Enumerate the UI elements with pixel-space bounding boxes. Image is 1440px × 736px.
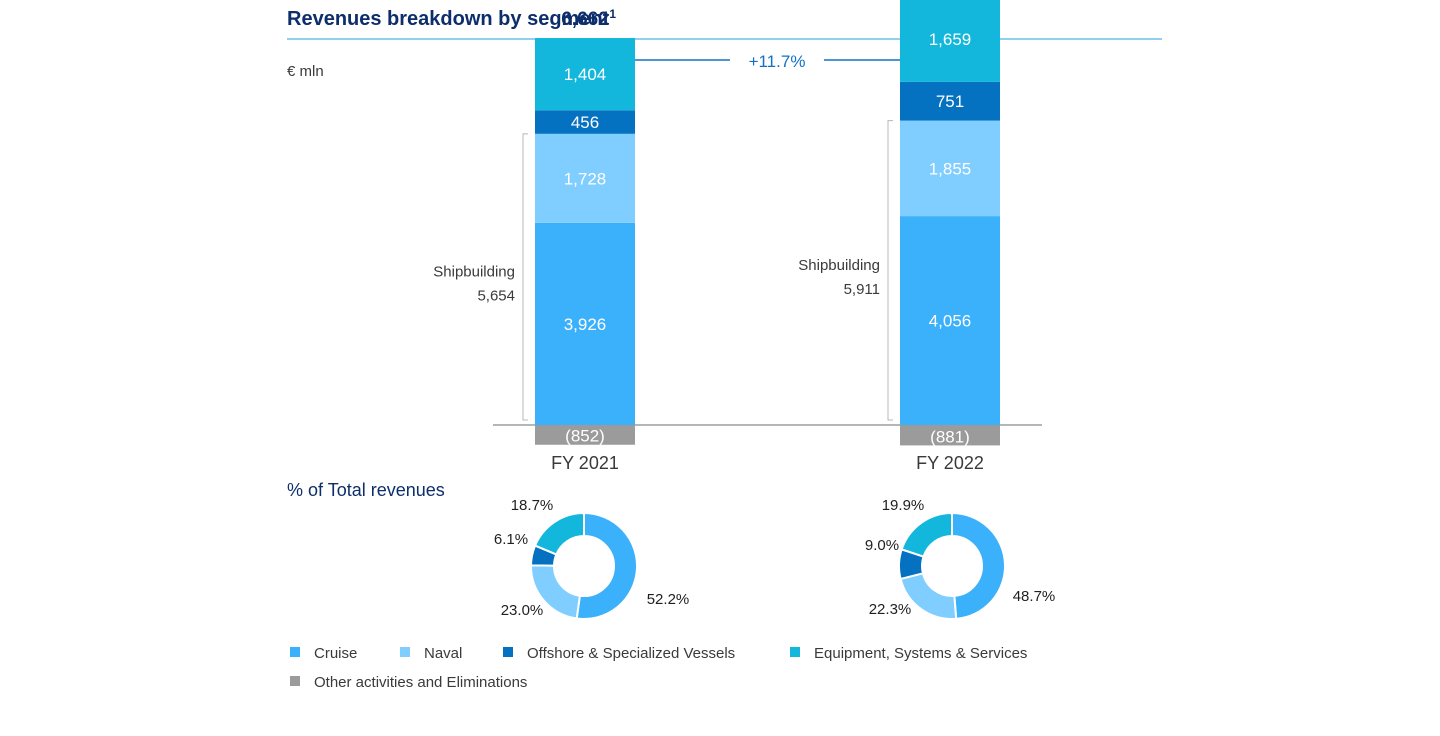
shipbuilding-value: 5,911 [844, 281, 880, 298]
shipbuilding-bracket [887, 120, 893, 421]
bar-value-label: 1,728 [564, 169, 607, 188]
legend: Cruise Naval Offshore & Specialized Vessel… [290, 645, 1027, 691]
donut-pct-label: 48.7% [1013, 588, 1056, 605]
bar-segment-offshore [900, 81, 1000, 121]
bar-value-label: 3,926 [564, 315, 607, 334]
bar-segment-naval [900, 120, 1000, 217]
donut-pct-label: 6.1% [494, 531, 528, 548]
bar-value-label: 751 [936, 92, 964, 111]
chart-title: Revenues breakdown by segment1 [287, 7, 616, 30]
legend-swatch-equipment [790, 647, 800, 657]
shipbuilding-label: Shipbuilding [433, 263, 515, 280]
bar-value-label: 1,659 [929, 30, 972, 49]
bar-segment-equipment [535, 38, 635, 111]
legend-label-naval: Naval [424, 645, 462, 662]
bar-segment-other [900, 425, 1000, 446]
bar-segment-other [535, 425, 635, 445]
donut-pct-label: 52.2% [647, 591, 690, 608]
donut-pct-label: 18.7% [511, 497, 554, 514]
bar-value-label: 1,855 [929, 159, 972, 178]
donut-slice-equipment [900, 511, 953, 558]
donut-slice-cruise [575, 511, 638, 620]
x-tick-label: FY 2022 [916, 453, 984, 473]
donut-slice-equipment [533, 511, 585, 556]
bar-value-label: (881) [930, 427, 970, 446]
growth-label: +11.7% [749, 52, 806, 71]
legend-label-equipment: Equipment, Systems & Services [814, 645, 1027, 662]
shipbuilding-bracket [522, 133, 528, 421]
donut-pct-label: 19.9% [882, 497, 925, 514]
pct-subtitle: % of Total revenues [287, 480, 445, 500]
donuts-layer: 52.2% 23.0% 6.1% 18.7% 48.7% 22.3% 9.0% 19.9% [494, 497, 1056, 620]
bar-segment-cruise [900, 216, 1000, 425]
bar-segment-offshore [535, 110, 635, 134]
shipbuilding-label: Shipbuilding [798, 257, 880, 274]
legend-label-offshore: Offshore & Specialized Vessels [527, 645, 735, 662]
bar-value-label: 456 [571, 113, 599, 132]
shipbuilding-value: 5,654 [477, 287, 515, 304]
legend-label-cruise: Cruise [314, 645, 357, 662]
bar-value-label: 4,056 [929, 312, 972, 331]
legend-swatch-cruise [290, 647, 300, 657]
bar-segment-naval [535, 133, 635, 223]
bar-segment-cruise [535, 222, 635, 425]
legend-swatch-naval [400, 647, 410, 657]
bar-value-label: 1,404 [564, 65, 607, 84]
donut-pct-label: 22.3% [869, 601, 912, 618]
legend-swatch-other [290, 676, 300, 686]
donut-slice-cruise [951, 511, 1006, 620]
donut-pct-label: 23.0% [501, 602, 544, 619]
bar-value-label: (852) [565, 427, 605, 446]
legend-swatch-offshore [503, 647, 513, 657]
title-superscript: 1 [609, 7, 616, 21]
bar-segment-equipment [900, 0, 1000, 82]
x-tick-label: FY 2021 [551, 453, 619, 473]
legend-label-other: Other activities and Eliminations [314, 674, 527, 691]
bar-total-label: 6,662 [561, 9, 609, 30]
bars-layer: 3,926 1,728 456 1,404 (852) 6,662 FY 2021 Shipb… [433, 0, 1042, 473]
unit-label: € mln [287, 63, 324, 80]
donut-pct-label: 9.0% [865, 537, 899, 554]
